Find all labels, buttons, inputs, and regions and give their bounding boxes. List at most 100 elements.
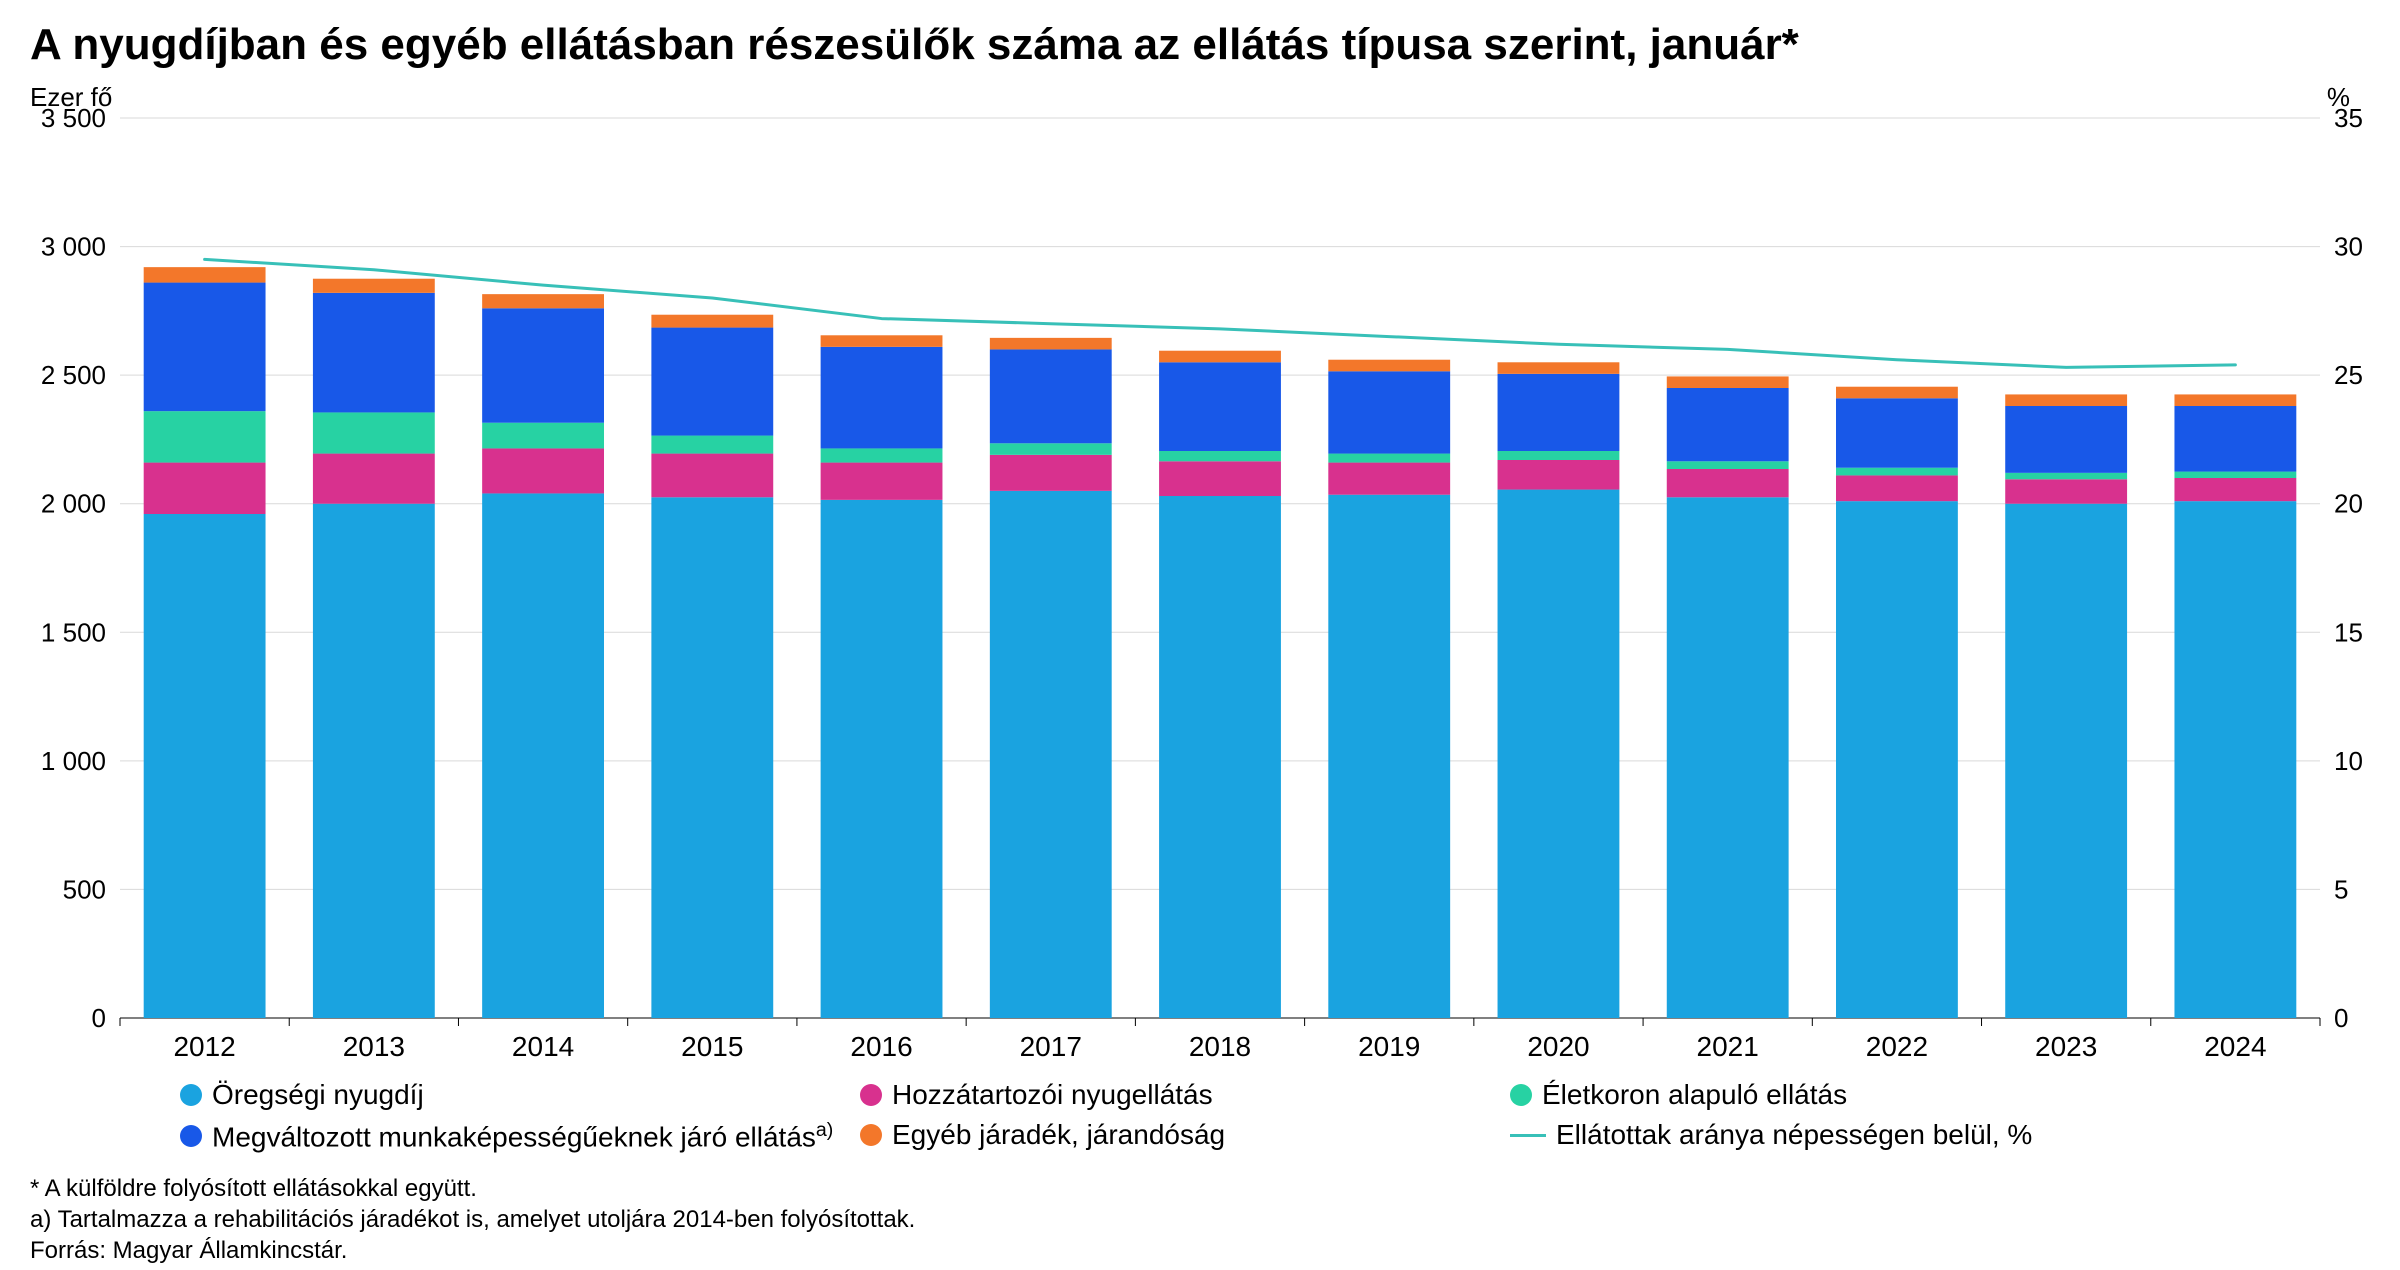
legend-label: Öregségi nyugdíj — [212, 1079, 424, 1111]
bar-hozzatart — [1498, 460, 1620, 490]
bar-hozzatart — [651, 454, 773, 498]
y-right-tick: 10 — [2334, 746, 2363, 776]
chart-title: A nyugdíjban és egyéb ellátásban részesü… — [30, 20, 2370, 70]
legend-swatch — [180, 1084, 202, 1106]
x-tick: 2018 — [1189, 1031, 1251, 1062]
bar-egyeb — [821, 335, 943, 347]
bar-eletkoron — [1667, 461, 1789, 469]
bar-megvalt — [313, 293, 435, 413]
bar-egyeb — [313, 279, 435, 293]
bar-oregsegi — [990, 491, 1112, 1018]
y-right-tick: 35 — [2334, 103, 2363, 133]
y-left-tick: 1 500 — [41, 617, 106, 647]
legend-label: Hozzátartozói nyugellátás — [892, 1079, 1213, 1111]
bar-egyeb — [2005, 394, 2127, 406]
y-right-tick: 20 — [2334, 489, 2363, 519]
bar-megvalt — [1836, 398, 1958, 467]
chart-svg: Ezer fő%0050051 000101 500152 000202 500… — [30, 78, 2370, 1068]
bar-egyeb — [1498, 362, 1620, 374]
y-left-tick: 0 — [92, 1003, 106, 1033]
bar-egyeb — [990, 338, 1112, 350]
bar-hozzatart — [2005, 479, 2127, 503]
bar-oregsegi — [144, 514, 266, 1018]
legend-item-megvalt: Megváltozott munkaképességűeknek járó el… — [180, 1119, 833, 1153]
bar-megvalt — [651, 328, 773, 436]
x-tick: 2016 — [850, 1031, 912, 1062]
footnotes: * A külföldre folyósított ellátásokkal e… — [30, 1173, 2370, 1267]
bar-oregsegi — [1836, 501, 1958, 1018]
bar-oregsegi — [2005, 504, 2127, 1018]
bar-egyeb — [1328, 360, 1450, 372]
y-left-tick: 1 000 — [41, 746, 106, 776]
y-left-tick: 3 500 — [41, 103, 106, 133]
y-right-tick: 30 — [2334, 232, 2363, 262]
x-tick: 2014 — [512, 1031, 574, 1062]
x-tick: 2020 — [1527, 1031, 1589, 1062]
x-tick: 2023 — [2035, 1031, 2097, 1062]
footnote-line: Forrás: Magyar Államkincstár. — [30, 1235, 2370, 1266]
legend-item-eletkoron: Életkoron alapuló ellátás — [1510, 1079, 1847, 1111]
bar-egyeb — [2174, 394, 2296, 406]
legend-swatch — [1510, 1084, 1532, 1106]
bar-hozzatart — [482, 448, 604, 493]
y-left-tick: 2 500 — [41, 360, 106, 390]
bar-eletkoron — [1159, 451, 1281, 461]
bar-hozzatart — [1159, 461, 1281, 496]
bar-oregsegi — [313, 504, 435, 1018]
bar-eletkoron — [821, 448, 943, 462]
legend-label: Ellátottak aránya népességen belül, % — [1556, 1119, 2032, 1151]
bar-oregsegi — [651, 497, 773, 1018]
bar-oregsegi — [482, 493, 604, 1018]
legend-label: Megváltozott munkaképességűeknek járó el… — [212, 1119, 833, 1153]
bar-megvalt — [2005, 406, 2127, 473]
bar-egyeb — [1836, 387, 1958, 399]
bar-eletkoron — [313, 412, 435, 453]
x-tick: 2022 — [1866, 1031, 1928, 1062]
bar-megvalt — [1159, 362, 1281, 451]
y-left-tick: 3 000 — [41, 232, 106, 262]
legend-swatch — [860, 1084, 882, 1106]
x-tick: 2017 — [1020, 1031, 1082, 1062]
legend: Öregségi nyugdíj Hozzátartozói nyugellátá… — [180, 1079, 2370, 1159]
chart-container: A nyugdíjban és egyéb ellátásban részesü… — [0, 0, 2400, 1270]
legend-item-egyeb: Egyéb járadék, járandóság — [860, 1119, 1225, 1151]
x-tick: 2012 — [173, 1031, 235, 1062]
x-tick: 2013 — [343, 1031, 405, 1062]
x-tick: 2021 — [1697, 1031, 1759, 1062]
x-tick: 2019 — [1358, 1031, 1420, 1062]
bar-hozzatart — [821, 463, 943, 500]
legend-swatch — [180, 1125, 202, 1147]
bar-hozzatart — [2174, 478, 2296, 501]
bar-egyeb — [1667, 376, 1789, 388]
legend-line-swatch — [1510, 1134, 1546, 1137]
y-right-tick: 5 — [2334, 874, 2348, 904]
legend-swatch — [860, 1124, 882, 1146]
bar-megvalt — [1498, 374, 1620, 451]
bar-oregsegi — [821, 500, 943, 1018]
bar-eletkoron — [1328, 454, 1450, 463]
bar-hozzatart — [990, 455, 1112, 491]
legend-label: Egyéb járadék, járandóság — [892, 1119, 1225, 1151]
bar-hozzatart — [1667, 469, 1789, 497]
bar-hozzatart — [1328, 463, 1450, 495]
bar-egyeb — [1159, 351, 1281, 363]
bar-megvalt — [144, 283, 266, 412]
bar-eletkoron — [144, 411, 266, 462]
y-right-tick: 25 — [2334, 360, 2363, 390]
bar-megvalt — [821, 347, 943, 449]
legend-item-oregsegi: Öregségi nyugdíj — [180, 1079, 424, 1111]
bar-eletkoron — [2174, 472, 2296, 478]
footnote-line: * A külföldre folyósított ellátásokkal e… — [30, 1173, 2370, 1204]
bar-megvalt — [1328, 371, 1450, 453]
bar-oregsegi — [1328, 495, 1450, 1018]
bar-oregsegi — [2174, 501, 2296, 1018]
legend-label: Életkoron alapuló ellátás — [1542, 1079, 1847, 1111]
y-right-tick: 0 — [2334, 1003, 2348, 1033]
bar-hozzatart — [144, 463, 266, 514]
bar-egyeb — [651, 315, 773, 328]
bar-egyeb — [482, 294, 604, 308]
bar-eletkoron — [1836, 468, 1958, 476]
bar-oregsegi — [1159, 496, 1281, 1018]
y-right-tick: 15 — [2334, 617, 2363, 647]
bar-eletkoron — [1498, 451, 1620, 460]
